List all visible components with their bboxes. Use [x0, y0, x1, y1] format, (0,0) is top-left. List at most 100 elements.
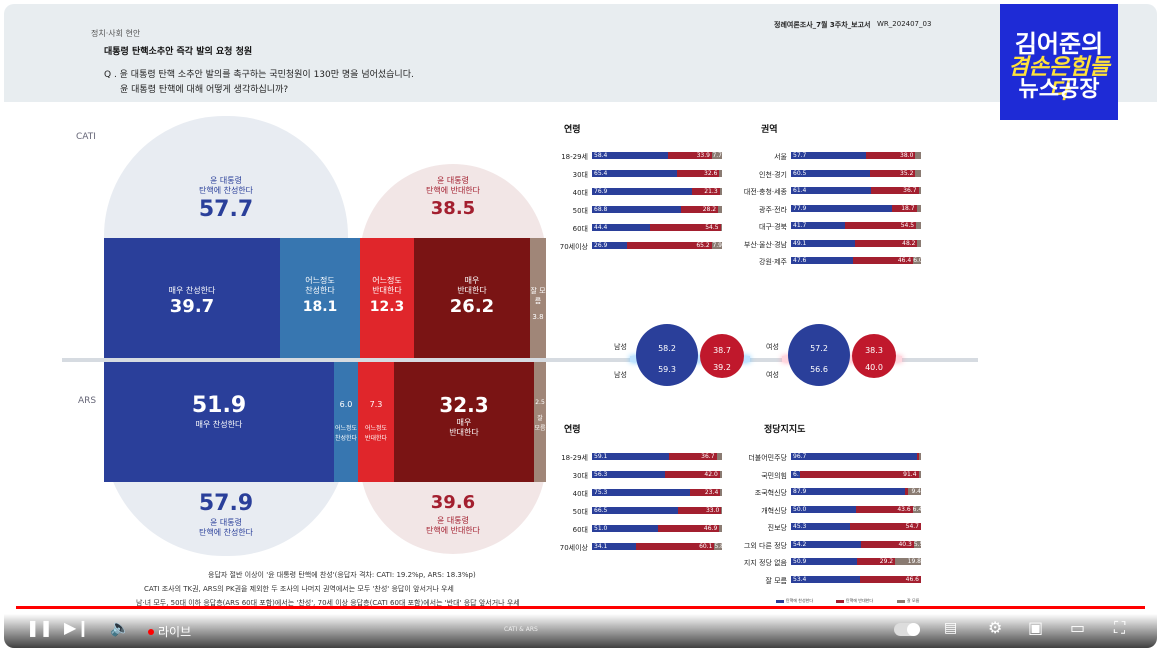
ars-party-dk-bar [919, 453, 921, 460]
cati-age-dk-bar [720, 224, 722, 231]
ars-party-support-bar: 54.2 [791, 540, 862, 548]
ars-age-oppose-bar: 23.4 [689, 489, 721, 496]
ars-age-oppose-bar: 60.1 [636, 543, 715, 550]
ars-strong-oppose-bar: 32.3 매우 반대한다 [394, 362, 534, 482]
fullscreen-icon[interactable]: ⛶ [1114, 618, 1126, 637]
ars-age-oppose-bar: 33.0 [678, 507, 722, 514]
ars-age-dk-bar [720, 489, 722, 496]
ars-age-row-label: 70세이상 [559, 544, 588, 552]
ars-party-oppose-bar [905, 488, 908, 495]
subtitles-icon[interactable]: ▤ [944, 620, 958, 636]
theater-mode-icon[interactable]: ▭ [1070, 618, 1086, 637]
cati-region-row-label: 서울 [774, 153, 787, 161]
pause-icon[interactable]: ❚❚ [26, 618, 53, 637]
cati-region-row-label: 대전·충청·세종 [743, 188, 787, 196]
ars-oppose-caption: 윤 대통령 탄핵에 반대한다 [425, 516, 481, 535]
cati-some-oppose-value: 12.3 [369, 299, 405, 315]
cati-age-row-label: 50대 [572, 207, 588, 215]
cati-age-row-label: 30대 [572, 171, 588, 179]
ars-age-row-label: 40대 [572, 490, 588, 498]
ars-party-row-label: 개혁신당 [761, 506, 787, 515]
cati-region-oppose-bar: 48.2 [854, 239, 918, 247]
ars-age-dk-bar [719, 471, 722, 478]
legend-support-label: 탄핵에 찬성한다 [786, 598, 814, 603]
ars-age-support-bar: 75.3 [592, 489, 690, 496]
ars-dk-bar: 2.5 잘 모름 [534, 362, 546, 482]
question-line-2: 윤 대통령 탄핵에 대해 어떻게 생각하십니까? [120, 85, 289, 95]
ars-party-support-bar: 50.0 [791, 505, 856, 513]
male-oppose-circle: 38.7 39.2 [700, 334, 744, 378]
cati-age-oppose-bar: 65.2 [626, 242, 712, 249]
logo-line-3: 뉴스공장 [1018, 77, 1100, 102]
ars-age-support-bar: 34.1 [592, 543, 637, 550]
ars-party-support-bar: 53.4 [791, 575, 861, 583]
ars-party-oppose-bar: 54.7 [849, 523, 921, 530]
ars-some-support-value: 6.0 [339, 400, 353, 409]
cati-age-row-label: 60대 [572, 225, 588, 233]
cati-region-dk-bar [916, 204, 921, 212]
divider-line [62, 358, 978, 362]
ars-party-dk-bar: 6.4 [912, 505, 923, 513]
cati-region-row-label: 광주·전라 [759, 205, 787, 214]
ars-party-support-bar: 45.3 [791, 523, 850, 530]
ars-age-oppose-bar: 42.0 [665, 471, 720, 478]
cati-age-oppose-bar: 54.5 [649, 224, 721, 231]
legend-support-swatch [776, 600, 784, 603]
video-frame[interactable]: 정치·사회 현안 대통령 탄핵소추안 즉각 발의 요청 청원 정례여론조사_7월… [4, 4, 1157, 648]
live-label[interactable]: 라이브 [158, 625, 192, 639]
male-label-ars: 남성 [614, 371, 627, 379]
cati-age-dk-bar: 7.9 [711, 242, 722, 249]
ars-party-oppose-bar: 91.4 [799, 470, 919, 478]
male-cati-oppose: 38.7 [713, 346, 731, 355]
cati-region-dk-bar [915, 152, 921, 159]
ars-support-total: 57.9 [198, 491, 254, 516]
ars-party-dk-bar: 19.8 [895, 558, 921, 565]
footnote-2: CATI 조사의 TK권, ARS의 PK권을 제외한 두 조사의 나머지 권역… [144, 585, 454, 593]
cati-strong-support-bar: 매우 찬성한다 39.7 [104, 238, 280, 358]
autoplay-toggle[interactable] [894, 623, 920, 636]
cati-some-oppose-bar: 어느정도 반대한다 12.3 [360, 238, 414, 358]
ars-age-oppose-bar: 36.7 [668, 453, 717, 460]
cati-region-oppose-bar: 54.5 [845, 222, 917, 229]
cati-strong-oppose-bar: 매우 반대한다 26.2 [414, 238, 530, 358]
cati-region-support-bar: 61.4 [791, 187, 871, 194]
ars-some-oppose-bar: 7.3 어느정도 반대한다 [358, 362, 394, 482]
cati-age-support-bar: 76.9 [592, 188, 692, 195]
ars-some-support-bar: 6.0 어느정도 찬성한다 [334, 362, 358, 482]
female-ars-oppose: 40.0 [865, 363, 883, 372]
cati-region-row-label: 인천·경기 [759, 170, 787, 179]
cati-region-support-bar: 77.9 [791, 204, 893, 212]
legend-oppose-swatch [836, 600, 844, 603]
logo-line-1: 김어준의 [1014, 30, 1104, 58]
question-line-1: Q . 윤 대통령 탄핵 소추안 발의를 촉구하는 국민청원이 130만 명을 … [104, 70, 414, 80]
settings-gear-icon[interactable]: ⚙ [988, 618, 1003, 637]
cati-strong-oppose-value: 26.2 [449, 296, 495, 317]
male-ars-oppose: 39.2 [713, 363, 731, 372]
ars-party-oppose-bar: 29.2 [857, 558, 896, 565]
cati-strong-support-label: 매우 찬성한다 [168, 286, 216, 295]
ars-party-support-bar: 6.7 [791, 470, 803, 478]
ars-strong-oppose-label: 매우 반대한다 [449, 418, 479, 437]
cati-age-oppose-bar: 32.6 [677, 170, 720, 177]
cati-age-oppose-bar: 28.2 [681, 206, 719, 213]
chapter-title[interactable]: CATI & ARS [504, 626, 538, 633]
cati-region-support-bar: 49.1 [791, 239, 855, 247]
male-cati-support: 58.2 [658, 344, 676, 353]
cati-age-support-bar: 44.4 [592, 224, 650, 231]
cati-age-support-bar: 65.4 [592, 170, 678, 177]
live-dot-icon [148, 629, 154, 635]
cati-support-total: 57.7 [198, 197, 254, 222]
cati-region-support-bar: 60.5 [791, 169, 870, 177]
female-cati-oppose: 38.3 [865, 346, 883, 355]
cati-region-row-label: 부산·울산·경남 [743, 240, 787, 249]
next-icon[interactable]: ▶❙ [64, 618, 90, 637]
cati-oppose-total: 38.5 [430, 198, 476, 219]
ars-party-row-label: 진보당 [767, 524, 787, 532]
ars-strong-support-bar: 51.9 매우 찬성한다 [104, 362, 334, 482]
miniplayer-icon[interactable]: ▣ [1028, 618, 1044, 637]
ars-party-row-label: 국민의힘 [761, 471, 787, 480]
volume-icon[interactable]: 🔈 [110, 618, 130, 637]
cati-age-row-label: 40대 [572, 189, 588, 197]
ars-party-row-label: 그외 다른 정당 [743, 541, 787, 550]
cati-some-support-label: 어느정도 찬성한다 [305, 276, 335, 295]
